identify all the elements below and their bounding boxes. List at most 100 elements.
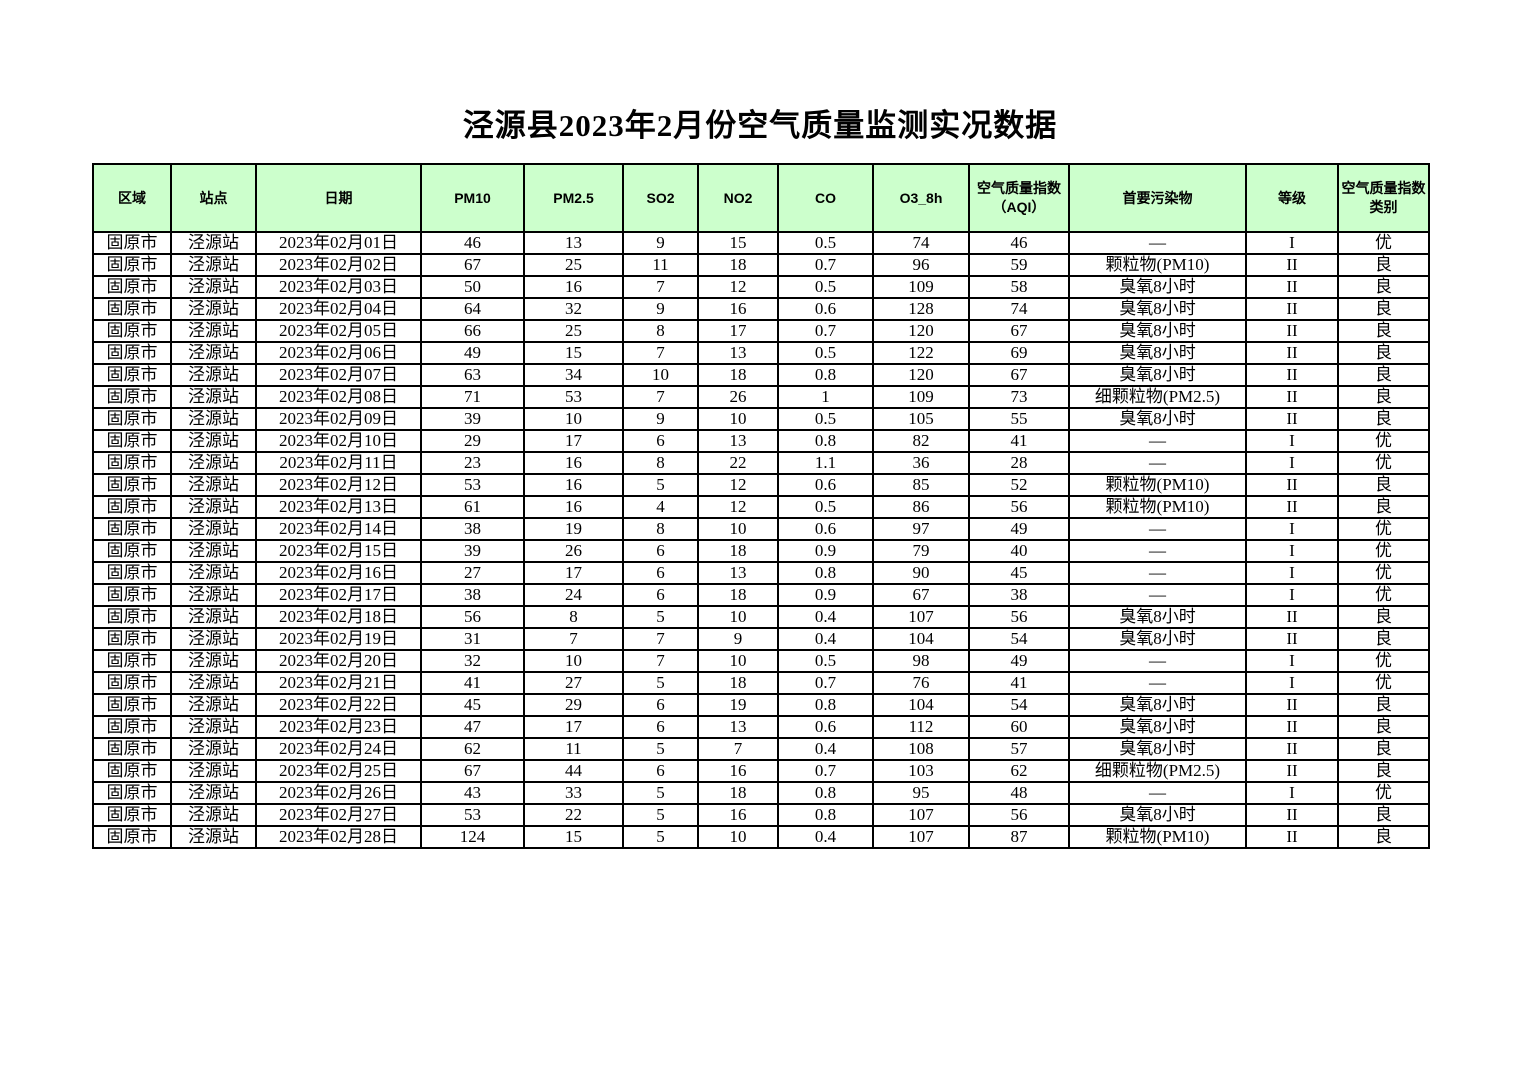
cell-co: 0.8	[777, 429, 874, 453]
cell-aqi-category: 优	[1337, 649, 1430, 673]
cell-date: 2023年02月24日	[255, 737, 422, 761]
cell-date: 2023年02月23日	[255, 715, 422, 739]
cell-date: 2023年02月01日	[255, 231, 422, 255]
cell-grade: I	[1245, 429, 1339, 453]
cell-o3-8h: 85	[872, 473, 970, 497]
cell-region: 固原市	[92, 671, 172, 695]
cell-station: 泾源站	[170, 627, 257, 651]
cell-primary-pollutant: —	[1068, 539, 1247, 563]
air-quality-table: 区域 站点 日期 PM10 PM2.5 SO2 NO2 CO O3_8h 空气质量指数（AQI）首…	[92, 163, 1430, 849]
cell-date: 2023年02月06日	[255, 341, 422, 365]
cell-region: 固原市	[92, 781, 172, 805]
cell-region: 固原市	[92, 385, 172, 409]
cell-no2: 7	[697, 737, 779, 761]
cell-grade: II	[1245, 627, 1339, 651]
cell-aqi-category: 优	[1337, 561, 1430, 585]
cell-aqi-category: 优	[1337, 451, 1430, 475]
cell-station: 泾源站	[170, 253, 257, 277]
cell-so2: 11	[622, 253, 699, 277]
cell-station: 泾源站	[170, 473, 257, 497]
cell-aqi-category: 优	[1337, 429, 1430, 453]
cell-station: 泾源站	[170, 407, 257, 431]
cell-o3-8h: 109	[872, 385, 970, 409]
cell-co: 0.8	[777, 781, 874, 805]
cell-pm25: 44	[523, 759, 624, 783]
cell-so2: 5	[622, 737, 699, 761]
cell-date: 2023年02月28日	[255, 825, 422, 849]
cell-no2: 12	[697, 473, 779, 497]
cell-aqi-category: 优	[1337, 671, 1430, 695]
cell-no2: 10	[697, 605, 779, 629]
cell-aqi: 73	[968, 385, 1070, 409]
column-header-no2: NO2	[697, 163, 779, 233]
cell-region: 固原市	[92, 825, 172, 849]
cell-pm10: 53	[420, 473, 525, 497]
cell-aqi: 58	[968, 275, 1070, 299]
cell-pm25: 24	[523, 583, 624, 607]
table-row: 固原市 泾源站 2023年02月13日 61 16 4 12 0.5 86 56 颗粒物(PM10)…	[92, 495, 1430, 519]
table-row: 固原市 泾源站 2023年02月04日 64 32 9 16 0.6 128 74 臭氧8小时 II 良	[92, 297, 1430, 321]
cell-no2: 9	[697, 627, 779, 651]
cell-date: 2023年02月14日	[255, 517, 422, 541]
cell-date: 2023年02月03日	[255, 275, 422, 299]
cell-aqi-category: 良	[1337, 253, 1430, 277]
cell-aqi-category: 良	[1337, 737, 1430, 761]
cell-aqi-category: 良	[1337, 407, 1430, 431]
cell-aqi: 49	[968, 517, 1070, 541]
cell-grade: II	[1245, 495, 1339, 519]
cell-primary-pollutant: 颗粒物(PM10)	[1068, 473, 1247, 497]
cell-so2: 7	[622, 627, 699, 651]
cell-grade: II	[1245, 275, 1339, 299]
cell-primary-pollutant: —	[1068, 583, 1247, 607]
cell-grade: I	[1245, 539, 1339, 563]
cell-pm10: 124	[420, 825, 525, 849]
cell-o3-8h: 122	[872, 341, 970, 365]
cell-station: 泾源站	[170, 297, 257, 321]
cell-pm25: 16	[523, 451, 624, 475]
cell-pm10: 29	[420, 429, 525, 453]
column-header-o3-8h: O3_8h	[872, 163, 970, 233]
cell-no2: 16	[697, 803, 779, 827]
cell-station: 泾源站	[170, 517, 257, 541]
cell-grade: II	[1245, 759, 1339, 783]
table-row: 固原市 泾源站 2023年02月09日 39 10 9 10 0.5 105 55 臭氧8小时 II 良	[92, 407, 1430, 431]
table-row: 固原市 泾源站 2023年02月19日 31 7 7 9 0.4 104 54 臭氧8小时 II 良	[92, 627, 1430, 651]
cell-co: 1	[777, 385, 874, 409]
cell-aqi: 54	[968, 693, 1070, 717]
cell-grade: II	[1245, 825, 1339, 849]
cell-region: 固原市	[92, 649, 172, 673]
cell-o3-8h: 36	[872, 451, 970, 475]
cell-aqi-category: 良	[1337, 363, 1430, 387]
cell-so2: 4	[622, 495, 699, 519]
cell-pm10: 61	[420, 495, 525, 519]
cell-o3-8h: 86	[872, 495, 970, 519]
cell-station: 泾源站	[170, 781, 257, 805]
cell-so2: 7	[622, 275, 699, 299]
cell-date: 2023年02月02日	[255, 253, 422, 277]
cell-region: 固原市	[92, 363, 172, 387]
cell-aqi: 56	[968, 605, 1070, 629]
cell-primary-pollutant: 臭氧8小时	[1068, 803, 1247, 827]
cell-primary-pollutant: 臭氧8小时	[1068, 297, 1247, 321]
cell-so2: 7	[622, 385, 699, 409]
cell-o3-8h: 120	[872, 319, 970, 343]
cell-no2: 18	[697, 583, 779, 607]
cell-grade: II	[1245, 385, 1339, 409]
table-row: 固原市 泾源站 2023年02月01日 46 13 9 15 0.5 74 46— I 优	[92, 231, 1430, 255]
cell-aqi: 69	[968, 341, 1070, 365]
cell-date: 2023年02月11日	[255, 451, 422, 475]
cell-pm10: 50	[420, 275, 525, 299]
column-header-pm25: PM2.5	[523, 163, 624, 233]
cell-grade: II	[1245, 605, 1339, 629]
cell-pm25: 16	[523, 495, 624, 519]
cell-station: 泾源站	[170, 341, 257, 365]
cell-aqi-category: 良	[1337, 759, 1430, 783]
cell-grade: II	[1245, 693, 1339, 717]
cell-aqi: 62	[968, 759, 1070, 783]
cell-pm10: 38	[420, 517, 525, 541]
cell-co: 0.7	[777, 671, 874, 695]
cell-pm10: 53	[420, 803, 525, 827]
column-header-station: 站点	[170, 163, 257, 233]
table-row: 固原市 泾源站 2023年02月22日 45 29 6 19 0.8 104 54 臭氧8小时 II 良	[92, 693, 1430, 717]
cell-co: 0.4	[777, 825, 874, 849]
